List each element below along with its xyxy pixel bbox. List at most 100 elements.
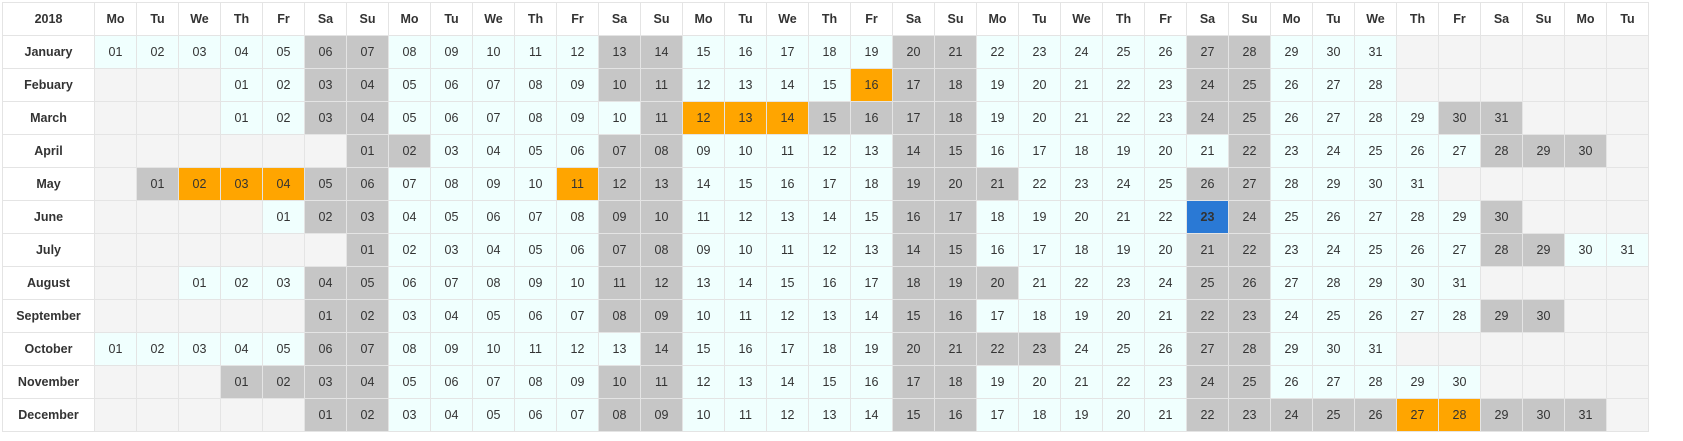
day-cell[interactable]: 12 xyxy=(766,398,809,432)
day-cell[interactable]: 05 xyxy=(472,398,515,432)
weekend-cell[interactable]: 02 xyxy=(388,134,431,168)
weekend-cell[interactable]: 24 xyxy=(1186,68,1229,102)
day-cell[interactable]: 08 xyxy=(472,266,515,300)
day-cell[interactable]: 02 xyxy=(136,35,179,69)
day-cell[interactable]: 21 xyxy=(1186,134,1229,168)
day-cell[interactable]: 16 xyxy=(850,365,893,399)
day-cell[interactable]: 29 xyxy=(1396,365,1439,399)
day-cell[interactable]: 18 xyxy=(976,200,1019,234)
day-cell[interactable]: 07 xyxy=(472,68,515,102)
weekend-cell[interactable]: 25 xyxy=(1312,398,1355,432)
weekend-cell[interactable]: 06 xyxy=(346,167,389,201)
weekend-cell[interactable]: 10 xyxy=(640,200,683,234)
weekend-cell[interactable]: 08 xyxy=(640,134,683,168)
day-cell[interactable]: 05 xyxy=(514,134,557,168)
day-cell[interactable]: 15 xyxy=(682,332,725,366)
day-cell[interactable]: 15 xyxy=(808,68,851,102)
weekend-cell[interactable]: 04 xyxy=(346,101,389,135)
weekend-cell[interactable]: 27 xyxy=(1186,332,1229,366)
weekend-cell[interactable]: 14 xyxy=(640,332,683,366)
day-cell[interactable]: 24 xyxy=(1102,167,1145,201)
day-cell[interactable]: 11 xyxy=(514,332,557,366)
holiday-cell[interactable]: 16 xyxy=(850,68,893,102)
weekend-cell[interactable]: 04 xyxy=(304,266,347,300)
day-cell[interactable]: 09 xyxy=(430,35,473,69)
day-cell[interactable]: 25 xyxy=(1102,35,1145,69)
day-cell[interactable]: 13 xyxy=(766,200,809,234)
day-cell[interactable]: 14 xyxy=(682,167,725,201)
weekend-cell[interactable]: 24 xyxy=(1186,365,1229,399)
day-cell[interactable]: 10 xyxy=(598,101,641,135)
day-cell[interactable]: 09 xyxy=(472,167,515,201)
day-cell[interactable]: 10 xyxy=(472,332,515,366)
weekend-cell[interactable]: 05 xyxy=(346,266,389,300)
day-cell[interactable]: 08 xyxy=(514,101,557,135)
day-cell[interactable]: 13 xyxy=(850,134,893,168)
weekend-cell[interactable]: 10 xyxy=(598,365,641,399)
day-cell[interactable]: 01 xyxy=(262,200,305,234)
day-cell[interactable]: 26 xyxy=(1270,101,1313,135)
day-cell[interactable]: 31 xyxy=(1396,167,1439,201)
day-cell[interactable]: 02 xyxy=(262,101,305,135)
weekend-cell[interactable]: 01 xyxy=(304,299,347,333)
weekend-cell[interactable]: 29 xyxy=(1480,299,1523,333)
weekend-cell[interactable]: 23 xyxy=(1018,332,1061,366)
day-cell[interactable]: 08 xyxy=(514,365,557,399)
day-cell[interactable]: 07 xyxy=(514,200,557,234)
day-cell[interactable]: 10 xyxy=(682,299,725,333)
day-cell[interactable]: 23 xyxy=(1060,167,1103,201)
day-cell[interactable]: 25 xyxy=(1270,200,1313,234)
day-cell[interactable]: 19 xyxy=(850,35,893,69)
day-cell[interactable]: 28 xyxy=(1270,167,1313,201)
holiday-cell[interactable]: 27 xyxy=(1396,398,1439,432)
day-cell[interactable]: 29 xyxy=(1438,200,1481,234)
weekend-cell[interactable]: 02 xyxy=(346,398,389,432)
day-cell[interactable]: 23 xyxy=(1144,101,1187,135)
day-cell[interactable]: 13 xyxy=(724,365,767,399)
weekend-cell[interactable]: 02 xyxy=(304,200,347,234)
day-cell[interactable]: 23 xyxy=(1270,134,1313,168)
day-cell[interactable]: 14 xyxy=(850,299,893,333)
day-cell[interactable]: 21 xyxy=(1144,299,1187,333)
day-cell[interactable]: 03 xyxy=(388,398,431,432)
day-cell[interactable]: 27 xyxy=(1312,101,1355,135)
weekend-cell[interactable]: 05 xyxy=(304,167,347,201)
day-cell[interactable]: 31 xyxy=(1354,35,1397,69)
day-cell[interactable]: 24 xyxy=(1312,233,1355,267)
weekend-cell[interactable]: 09 xyxy=(598,200,641,234)
weekend-cell[interactable]: 30 xyxy=(1522,398,1565,432)
day-cell[interactable]: 24 xyxy=(1312,134,1355,168)
weekend-cell[interactable]: 29 xyxy=(1522,134,1565,168)
weekend-cell[interactable]: 24 xyxy=(1270,398,1313,432)
weekend-cell[interactable]: 07 xyxy=(598,233,641,267)
day-cell[interactable]: 13 xyxy=(724,68,767,102)
weekend-cell[interactable]: 21 xyxy=(976,167,1019,201)
day-cell[interactable]: 19 xyxy=(1018,200,1061,234)
weekend-cell[interactable]: 08 xyxy=(598,299,641,333)
weekend-cell[interactable]: 17 xyxy=(934,200,977,234)
weekend-cell[interactable]: 19 xyxy=(892,167,935,201)
weekend-cell[interactable]: 23 xyxy=(1228,398,1271,432)
day-cell[interactable]: 14 xyxy=(808,200,851,234)
weekend-cell[interactable]: 30 xyxy=(1564,134,1607,168)
weekend-cell[interactable]: 27 xyxy=(1228,167,1271,201)
day-cell[interactable]: 21 xyxy=(1060,68,1103,102)
day-cell[interactable]: 27 xyxy=(1396,299,1439,333)
day-cell[interactable]: 28 xyxy=(1354,68,1397,102)
day-cell[interactable]: 15 xyxy=(808,365,851,399)
day-cell[interactable]: 07 xyxy=(472,365,515,399)
weekend-cell[interactable]: 21 xyxy=(1186,233,1229,267)
weekend-cell[interactable]: 17 xyxy=(892,101,935,135)
day-cell[interactable]: 21 xyxy=(1018,266,1061,300)
day-cell[interactable]: 17 xyxy=(808,167,851,201)
day-cell[interactable]: 01 xyxy=(178,266,221,300)
day-cell[interactable]: 15 xyxy=(850,200,893,234)
day-cell[interactable]: 29 xyxy=(1354,266,1397,300)
day-cell[interactable]: 12 xyxy=(724,200,767,234)
weekend-cell[interactable]: 15 xyxy=(808,101,851,135)
day-cell[interactable]: 07 xyxy=(556,299,599,333)
weekend-cell[interactable]: 03 xyxy=(304,365,347,399)
day-cell[interactable]: 26 xyxy=(1396,233,1439,267)
weekend-cell[interactable]: 14 xyxy=(640,35,683,69)
weekend-cell[interactable]: 26 xyxy=(1186,167,1229,201)
